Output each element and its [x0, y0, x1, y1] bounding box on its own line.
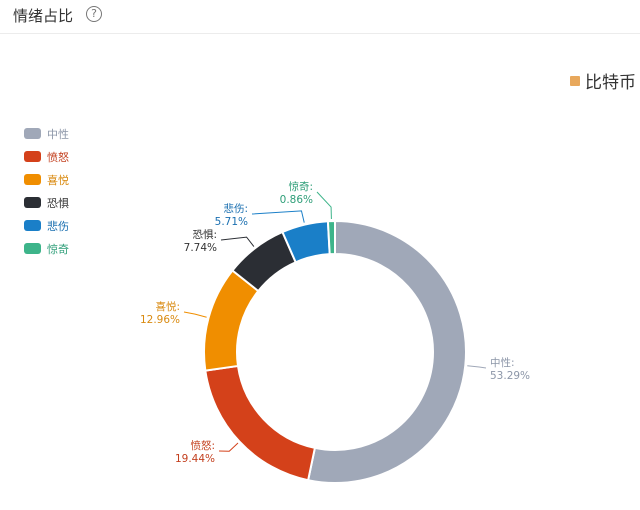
- leader-line: [467, 365, 487, 369]
- legend-label: 悲伤: [47, 219, 69, 233]
- legend-item[interactable]: 惊奇: [24, 237, 69, 260]
- donut-slice[interactable]: [204, 364, 317, 482]
- donut-slice[interactable]: [326, 219, 336, 256]
- legend-item[interactable]: 愤怒: [24, 145, 69, 168]
- question-circle-icon[interactable]: ?: [86, 6, 102, 22]
- legend: 中性愤怒喜悦恐惧悲伤惊奇: [24, 122, 69, 260]
- legend-label: 愤怒: [47, 150, 69, 164]
- legend-swatch: [24, 151, 41, 162]
- legend-label: 恐惧: [47, 196, 69, 210]
- legend-item[interactable]: 喜悦: [24, 168, 69, 191]
- legend-swatch: [24, 220, 41, 231]
- leader-line: [316, 191, 332, 220]
- legend-item[interactable]: 恐惧: [24, 191, 69, 214]
- leader-line: [218, 442, 239, 452]
- series-swatch: [570, 75, 580, 86]
- donut-slice[interactable]: [306, 219, 467, 484]
- slice-label-value: 19.44%: [175, 453, 215, 465]
- series-label-text: 比特币: [585, 73, 636, 93]
- chart-header: 情绪占比 ?: [0, 0, 640, 34]
- leader-line: [220, 236, 255, 247]
- slice-label-value: 7.74%: [184, 242, 217, 254]
- slice-label-value: 12.96%: [140, 314, 180, 326]
- slice-label-name: 中性:: [490, 356, 515, 369]
- legend-label: 中性: [47, 127, 69, 141]
- slice-label-value: 53.29%: [490, 370, 530, 382]
- legend-swatch: [24, 174, 41, 185]
- legend-label: 惊奇: [47, 242, 69, 256]
- legend-label: 喜悦: [47, 173, 69, 187]
- slice-label-name: 悲伤:: [223, 202, 248, 215]
- leader-line: [251, 210, 305, 223]
- slice-label-name: 喜悦:: [155, 300, 180, 313]
- leader-line: [183, 311, 207, 318]
- series-label[interactable]: 比特币: [570, 68, 636, 93]
- slice-label-name: 恐惧:: [192, 228, 217, 241]
- legend-item[interactable]: 中性: [24, 122, 69, 145]
- legend-swatch: [24, 197, 41, 208]
- slice-label-value: 5.71%: [215, 216, 248, 228]
- chart-title: 情绪占比: [13, 7, 74, 25]
- legend-item[interactable]: 悲伤: [24, 214, 69, 237]
- slice-label-value: 0.86%: [280, 194, 313, 206]
- slice-label-name: 愤怒:: [190, 439, 215, 452]
- legend-swatch: [24, 243, 41, 254]
- slice-label-name: 惊奇:: [288, 180, 313, 193]
- legend-swatch: [24, 128, 41, 139]
